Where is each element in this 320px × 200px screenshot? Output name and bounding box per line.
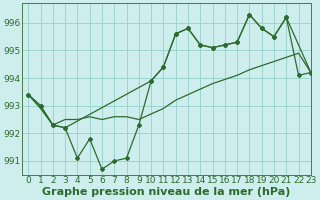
X-axis label: Graphe pression niveau de la mer (hPa): Graphe pression niveau de la mer (hPa) [42,187,291,197]
